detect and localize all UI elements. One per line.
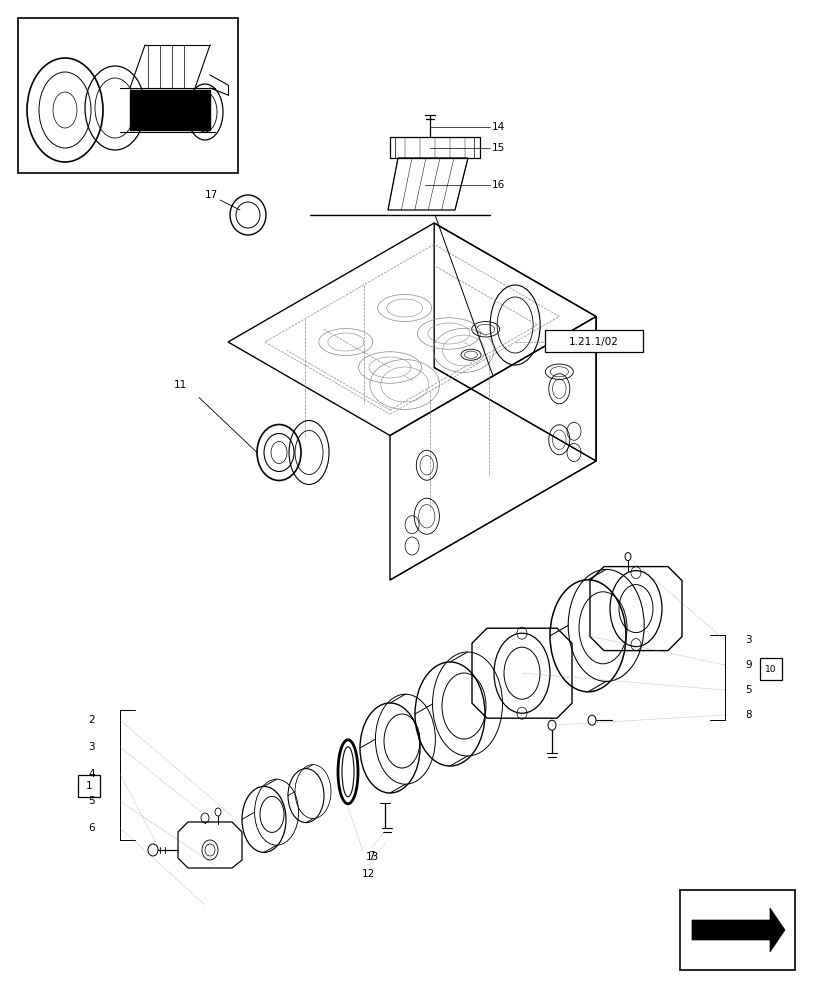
Text: 9: 9 [744, 660, 751, 670]
Ellipse shape [148, 844, 158, 856]
Polygon shape [691, 908, 784, 952]
Text: 6: 6 [88, 823, 95, 833]
Bar [759, 658, 781, 680]
Text: 14: 14 [491, 122, 504, 132]
Text: 10: 10 [764, 664, 776, 674]
Text: 15: 15 [491, 143, 504, 153]
Bar [18, 18, 237, 173]
Text: 7: 7 [367, 851, 374, 861]
Text: 3: 3 [744, 635, 751, 645]
Bar [78, 775, 100, 797]
Text: 2: 2 [88, 715, 95, 725]
Bar [544, 330, 643, 352]
Text: 8: 8 [744, 710, 751, 720]
Text: 16: 16 [491, 180, 504, 190]
Text: 13: 13 [366, 852, 379, 862]
Bar [679, 890, 794, 970]
Text: 12: 12 [361, 869, 375, 879]
Text: 4: 4 [88, 769, 95, 779]
Text: 11: 11 [174, 379, 187, 389]
Text: 5: 5 [744, 685, 751, 695]
Polygon shape [130, 90, 210, 130]
Text: 1.21.1/02: 1.21.1/02 [568, 337, 619, 347]
Text: 1: 1 [85, 781, 92, 791]
Ellipse shape [587, 715, 595, 725]
Text: 17: 17 [205, 190, 218, 200]
Text: 5: 5 [88, 796, 95, 806]
Text: 3: 3 [88, 742, 95, 752]
